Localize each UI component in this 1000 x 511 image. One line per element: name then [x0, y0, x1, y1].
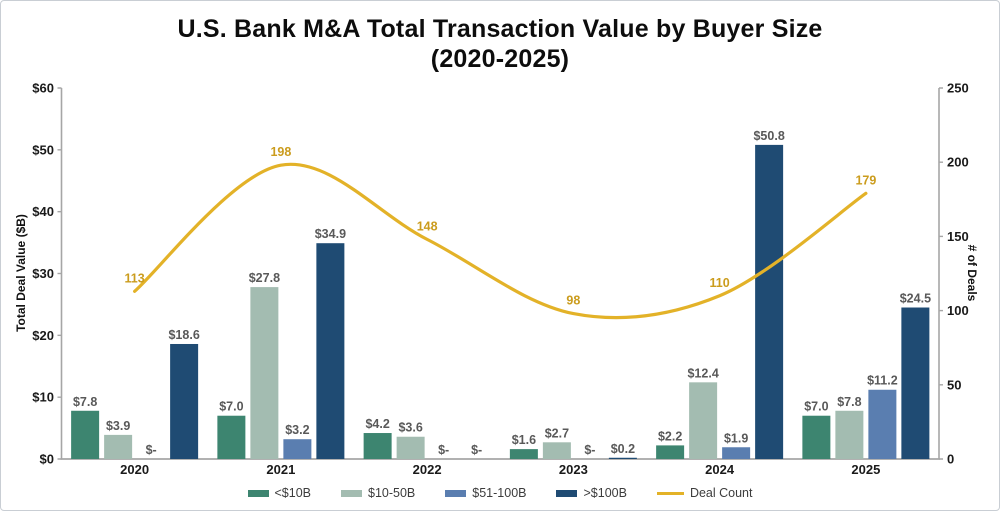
legend-label: $10-50B	[368, 486, 416, 500]
deal-count-value-label: 113	[125, 271, 145, 285]
bar->$100B-2024	[755, 144, 784, 460]
x-axis-category-label: 2022	[413, 462, 442, 477]
deal-count-line	[133, 162, 868, 320]
legend-item-$10-50B: $10-50B	[341, 486, 415, 500]
bar-value-label: $7.8	[73, 395, 97, 409]
bar-<$10B-2025	[802, 415, 831, 459]
bar-value-label: $34.9	[315, 227, 346, 241]
bar-value-label: $3.2	[285, 423, 309, 437]
legend-bar-swatch	[445, 489, 467, 497]
deal-count-value-label: 148	[417, 219, 438, 233]
bar-value-label: $3.9	[106, 419, 130, 433]
deal-count-value-label: 198	[270, 145, 291, 159]
x-axis-category-label: 2025	[851, 462, 880, 477]
x-axis-category-label: 2024	[705, 462, 735, 477]
bar-value-label: $4.2	[365, 417, 389, 431]
x-axis-category-label: 2021	[266, 462, 295, 477]
bar-value-label: $7.0	[219, 400, 243, 414]
bar-value-label: $-	[584, 443, 595, 457]
bar-value-label: $3.6	[398, 421, 422, 435]
left-axis-tick-label: $0	[40, 452, 54, 467]
left-axis-tick-label: $20	[32, 328, 54, 343]
bar-value-label: $50.8	[753, 129, 784, 143]
bar->$100B-2025	[901, 307, 930, 459]
bar-$51-100B-2024	[722, 447, 751, 459]
bar-value-label: $12.4	[687, 366, 718, 380]
bar->$100B-2023	[608, 457, 637, 459]
left-axis-tick-label: $50	[32, 142, 54, 157]
bar-value-label: $2.7	[545, 426, 569, 440]
left-axis-tick-label: $10	[32, 390, 54, 405]
legend-bar-swatch	[556, 489, 578, 497]
left-axis-tick-label: $30	[32, 266, 54, 281]
bar-$51-100B-2025	[868, 389, 897, 459]
deal-count-value-label: 98	[566, 294, 580, 308]
left-axis-tick-label: $60	[32, 81, 54, 96]
bar-value-label: $18.6	[168, 328, 199, 342]
bar-value-label: $7.8	[837, 395, 861, 409]
bar-$10-50B-2024	[689, 382, 718, 459]
bar->$100B-2020	[170, 343, 199, 459]
right-axis-tick-label: 200	[947, 155, 969, 170]
chart-title: U.S. Bank M&A Total Transaction Value by…	[1, 14, 999, 74]
bar-$10-50B-2025	[835, 410, 864, 459]
chart-title-line2: (2020-2025)	[430, 45, 570, 73]
bar-value-label: $-	[471, 443, 482, 457]
right-axis-tick-label: 100	[947, 303, 969, 318]
legend-label: Deal Count	[689, 486, 753, 500]
bar-value-label: $1.6	[512, 433, 536, 447]
right-axis-tick-label: 50	[947, 377, 961, 392]
right-axis-tick-label: 250	[947, 81, 969, 96]
bar-$10-50B-2020	[104, 434, 133, 459]
legend-item-$51-100B: $51-100B	[445, 486, 526, 500]
left-axis-tick-label: $40	[32, 204, 54, 219]
legend-line-swatch	[656, 491, 684, 495]
right-axis-tick-label: 0	[947, 452, 954, 467]
legend-label: $51-100B	[472, 486, 527, 500]
bar-value-label: $-	[438, 443, 449, 457]
bar-value-label: $-	[146, 443, 157, 457]
bar-value-label: $7.0	[804, 400, 828, 414]
legend-item->$100B: >$100B	[556, 486, 627, 500]
deal-count-value-label: 110	[710, 276, 730, 290]
bar-<$10B-2024	[656, 445, 685, 459]
legend-label: <$10B	[274, 486, 312, 500]
bar-value-label: $0.2	[611, 442, 635, 456]
legend-label: >$100B	[583, 486, 627, 500]
bar-value-label: $11.2	[867, 374, 898, 388]
x-axis-category-label: 2023	[559, 462, 588, 477]
bar-value-label: $24.5	[900, 292, 931, 306]
bar-<$10B-2022	[363, 433, 392, 459]
bar-$10-50B-2023	[542, 442, 571, 459]
bar->$100B-2021	[316, 243, 345, 459]
chart-title-line1: U.S. Bank M&A Total Transaction Value by…	[177, 15, 823, 43]
bar-value-label: $27.8	[249, 271, 280, 285]
right-axis-tick-label: 150	[947, 229, 969, 244]
bar-<$10B-2023	[509, 449, 538, 459]
x-axis-category-label: 2020	[120, 462, 149, 477]
bar-value-label: $2.2	[658, 429, 682, 443]
bar-$51-100B-2021	[283, 439, 312, 459]
legend-bar-swatch	[247, 489, 269, 497]
bar-$10-50B-2022	[396, 436, 425, 459]
bar-<$10B-2021	[217, 415, 246, 459]
chart-legend: <$10B $10-50B $51-100B >$100B Deal Count	[1, 484, 999, 502]
deal-count-value-label: 179	[855, 173, 876, 187]
bar-<$10B-2020	[71, 410, 100, 459]
legend-item-<$10B: <$10B	[247, 486, 312, 500]
legend-bar-swatch	[341, 489, 362, 497]
bar-value-label: $1.9	[724, 431, 748, 445]
bar-$10-50B-2021	[250, 287, 279, 459]
legend-item-Deal Count: Deal Count	[656, 486, 753, 500]
